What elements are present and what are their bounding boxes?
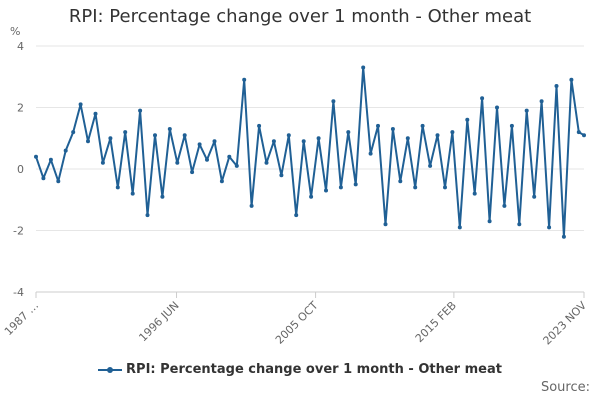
data-point[interactable] (450, 130, 455, 135)
data-point[interactable] (264, 160, 269, 165)
data-point[interactable] (153, 133, 157, 138)
data-point[interactable] (509, 123, 514, 128)
data-point[interactable] (271, 139, 276, 144)
data-point[interactable] (86, 139, 90, 144)
data-point[interactable] (108, 136, 113, 141)
data-point[interactable] (443, 185, 447, 190)
data-point[interactable] (71, 130, 76, 135)
data-point[interactable] (398, 179, 403, 184)
source-credit: Source: (540, 380, 590, 395)
x-tick-label: 2015 FEB (413, 299, 459, 345)
data-point[interactable] (190, 170, 195, 175)
data-point[interactable] (197, 142, 202, 147)
y-tick-label: -4 (13, 286, 24, 299)
data-point[interactable] (93, 111, 98, 116)
data-point[interactable] (242, 77, 247, 82)
data-point[interactable] (435, 133, 440, 138)
data-point[interactable] (405, 136, 410, 141)
data-point[interactable] (539, 99, 544, 104)
data-point[interactable] (353, 182, 358, 187)
data-point[interactable] (234, 163, 239, 168)
data-point[interactable] (361, 65, 366, 70)
data-point[interactable] (182, 133, 187, 138)
data-point[interactable] (48, 157, 53, 162)
y-tick-label: -2 (13, 225, 24, 238)
data-point[interactable] (495, 105, 499, 110)
data-point[interactable] (561, 234, 566, 239)
data-point[interactable] (420, 123, 425, 128)
data-point[interactable] (123, 130, 128, 135)
data-point[interactable] (138, 108, 143, 113)
data-point[interactable] (100, 160, 105, 165)
data-point[interactable] (63, 148, 68, 153)
data-point[interactable] (160, 194, 165, 199)
data-point[interactable] (212, 139, 217, 144)
data-point[interactable] (554, 84, 559, 88)
legend[interactable]: RPI: Percentage change over 1 month - Ot… (0, 362, 600, 377)
data-point[interactable] (324, 188, 328, 193)
x-tick-label: 1996 JUN (136, 299, 181, 344)
data-point[interactable] (286, 133, 291, 138)
data-point[interactable] (465, 117, 470, 122)
data-point[interactable] (480, 96, 485, 101)
legend-swatch-icon (98, 363, 123, 377)
data-point[interactable] (205, 157, 209, 162)
data-point[interactable] (227, 154, 232, 159)
y-axis-label: % (10, 25, 20, 38)
data-point[interactable] (517, 222, 522, 227)
x-tick-label: 1987 … (2, 299, 41, 338)
data-point[interactable] (346, 130, 351, 135)
data-point[interactable] (56, 179, 61, 184)
data-point[interactable] (576, 130, 581, 135)
data-point[interactable] (582, 133, 586, 138)
legend-label: RPI: Percentage change over 1 month - Ot… (126, 362, 502, 377)
series-line (35, 66, 585, 238)
data-point[interactable] (294, 213, 299, 218)
x-tick-label: 2005 OCT (273, 299, 321, 347)
data-point[interactable] (338, 185, 343, 190)
data-point[interactable] (175, 160, 180, 165)
data-point[interactable] (279, 173, 284, 178)
y-tick-label: 2 (17, 102, 24, 115)
data-point[interactable] (115, 185, 120, 190)
data-point[interactable] (316, 136, 321, 141)
data-point[interactable] (41, 176, 46, 181)
data-point[interactable] (130, 191, 135, 196)
x-axis-ticks: 1987 … 1996 JUN 2005 OCT 2015 FEB 2023 NOV (2, 292, 590, 348)
chart-title: RPI: Percentage change over 1 month - Ot… (68, 6, 532, 27)
data-point[interactable] (167, 127, 172, 131)
data-point[interactable] (309, 194, 314, 199)
data-point[interactable] (532, 194, 537, 199)
data-point[interactable] (78, 102, 83, 107)
data-point[interactable] (219, 179, 224, 184)
data-point[interactable] (413, 185, 418, 190)
data-point[interactable] (383, 222, 388, 227)
y-tick-label: 0 (17, 163, 24, 176)
data-point[interactable] (368, 151, 373, 156)
data-point[interactable] (390, 127, 395, 131)
data-point[interactable] (331, 99, 336, 104)
data-point[interactable] (487, 219, 492, 224)
x-tick-label: 2023 NOV (541, 299, 590, 348)
data-point[interactable] (457, 225, 462, 230)
data-point[interactable] (145, 213, 150, 218)
data-point[interactable] (376, 123, 380, 128)
series-line-group (34, 65, 586, 239)
data-point[interactable] (524, 108, 529, 113)
data-point[interactable] (569, 77, 574, 82)
data-point[interactable] (472, 191, 477, 196)
data-point[interactable] (257, 123, 262, 128)
data-point[interactable] (547, 225, 552, 230)
y-axis-ticks: -4 -2 0 2 4 (13, 40, 24, 299)
y-tick-label: 4 (17, 40, 24, 53)
data-point[interactable] (34, 154, 38, 159)
data-point[interactable] (428, 163, 433, 168)
data-point[interactable] (301, 139, 306, 144)
data-point[interactable] (502, 203, 507, 208)
data-point[interactable] (249, 203, 254, 208)
